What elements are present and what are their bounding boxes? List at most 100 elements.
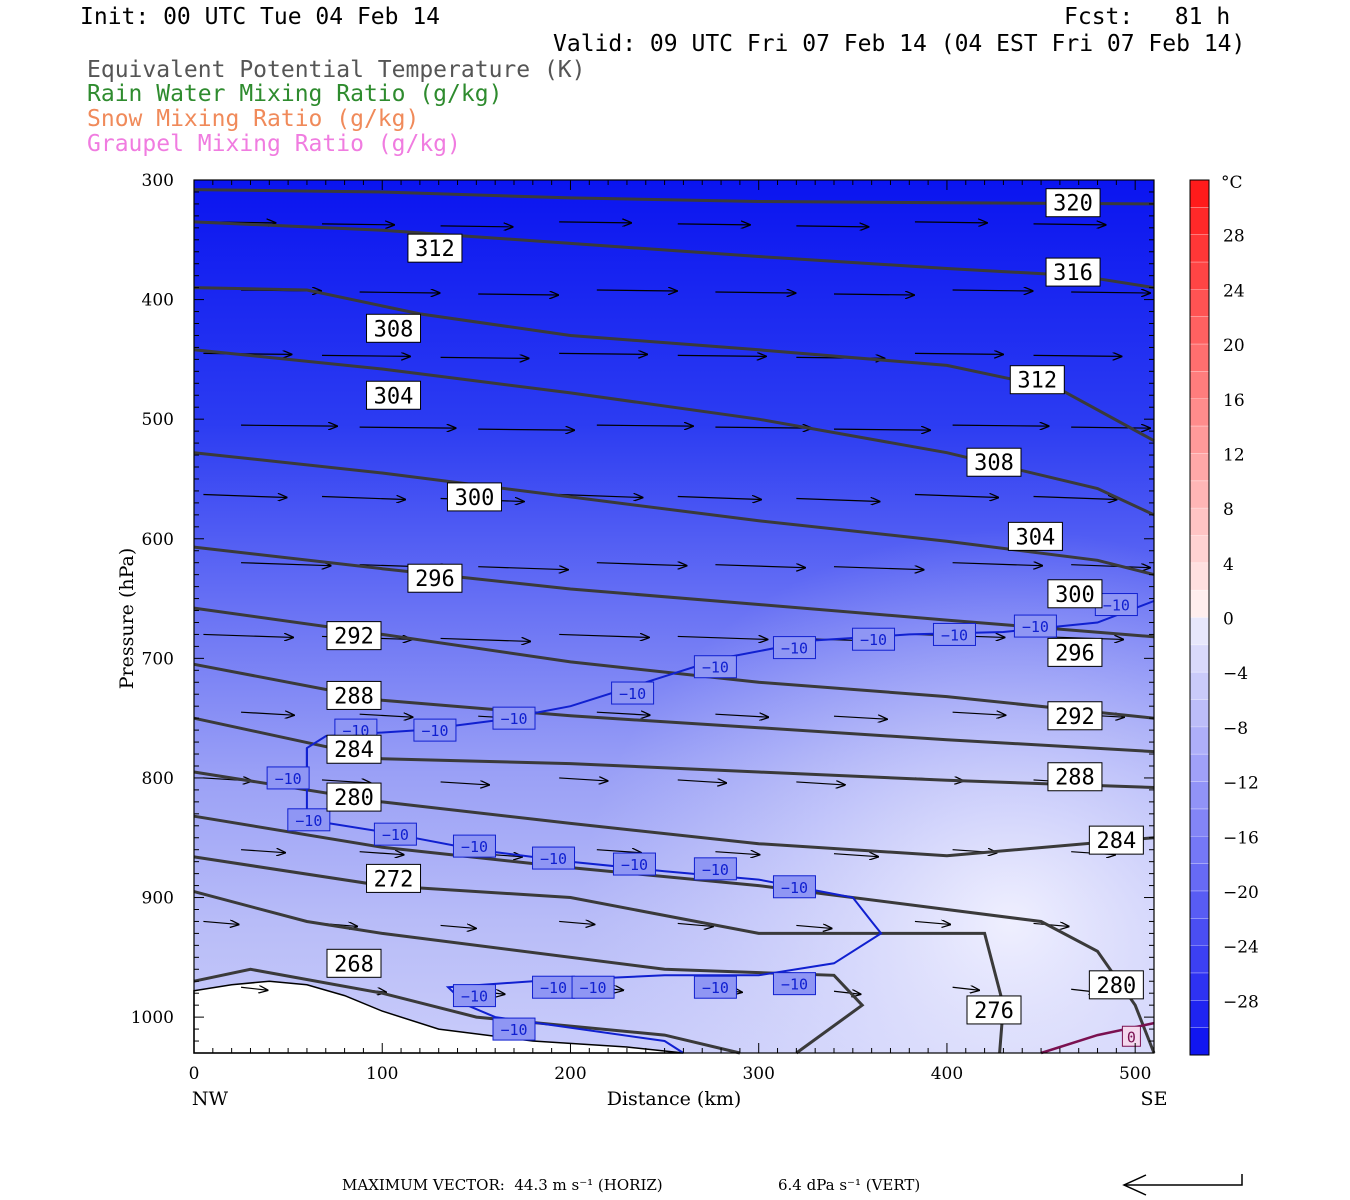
wind-arrow (833, 991, 860, 994)
isotherm-label-box (772, 972, 816, 996)
isotherm-label-box (932, 622, 976, 646)
colorbar-segment (1190, 344, 1209, 372)
isotherm-minus10-label: −10 (1022, 618, 1049, 636)
wind-arrow (1033, 923, 1069, 926)
wind-arrow (203, 634, 293, 637)
theta-e-label-box (366, 863, 422, 893)
isotherm-minus10-label: −10 (540, 979, 567, 997)
wind-arrow (952, 712, 1006, 715)
colorbar-segment (1190, 234, 1209, 263)
colorbar-segment (1190, 371, 1209, 400)
theta-e-label-box (1088, 825, 1144, 855)
wind-arrow (952, 290, 1033, 291)
wind-arrow (478, 567, 568, 570)
theta-e-label-box (1045, 188, 1101, 218)
colorbar-segment (1190, 508, 1209, 536)
legend-theta-e: Equivalent Potential Temperature (K) (87, 57, 586, 83)
isotherm-label-box (852, 627, 896, 651)
wind-arrow (677, 224, 750, 225)
theta-e-label: 284 (334, 738, 374, 763)
y-axis-label: Pressure (hPa) (116, 548, 138, 690)
wind-arrow (1033, 355, 1122, 356)
y-tick-label: 1000 (131, 1008, 174, 1028)
colorbar-segment (1190, 808, 1209, 837)
theta-e-label: 312 (415, 237, 455, 262)
theta-e-label-box (1007, 521, 1063, 551)
colorbar (1190, 179, 1209, 1056)
isotherm-minus10-label: −10 (500, 1021, 527, 1039)
wind-arrow (359, 292, 440, 293)
theta-e-label: 288 (334, 684, 374, 709)
y-tick-label: 500 (142, 410, 174, 430)
isotherm-label-box (373, 822, 417, 846)
colorbar-tick-label: 12 (1223, 445, 1245, 465)
wind-arrow (559, 353, 647, 354)
axis-ticks (193, 179, 1155, 1054)
isotherm-minus10-label: −10 (860, 631, 887, 649)
warm-region-fill (194, 180, 1154, 1053)
wind-arrow (1071, 427, 1150, 428)
theta-e-label: 284 (1096, 829, 1136, 854)
theta-e-label: 312 (1017, 369, 1057, 394)
wind-arrow (596, 425, 693, 426)
theta-e-label-box (1088, 970, 1144, 1000)
theta-e-label: 288 (1055, 766, 1095, 791)
colorbar-segment (1190, 945, 1209, 974)
isotherm-minus10-label: −10 (781, 879, 808, 897)
theta-e-label: 304 (1016, 525, 1056, 550)
colorbar-segment (1190, 617, 1209, 646)
wind-arrow (241, 425, 337, 426)
theta-e-label-box (407, 233, 463, 263)
theta-e-label: 292 (1055, 705, 1095, 730)
wind-arrow (677, 780, 726, 783)
theta-e-label: 272 (374, 867, 414, 892)
wind-arrow (241, 563, 331, 566)
theta-e-label: 308 (974, 451, 1014, 476)
isotherm-label-box (452, 984, 496, 1008)
colorbar-segment (1190, 207, 1209, 236)
theta-e-label-box (1047, 579, 1103, 609)
wind-arrow (440, 357, 529, 358)
isotherm-label-box (266, 766, 310, 790)
colorbar-segment (1190, 972, 1209, 1001)
isotherm-minus10-label: −10 (781, 640, 808, 658)
theta-e-label-box (1045, 257, 1101, 287)
wind-arrow (677, 355, 766, 356)
wind-arrow (677, 636, 768, 639)
colorbar-segment (1190, 918, 1209, 947)
x-tick-label: 200 (554, 1064, 586, 1084)
theta-e-contour-300 (193, 545, 1155, 639)
theta-e-contour-320 (193, 188, 1155, 206)
wind-arrow (241, 850, 285, 853)
theta-e-label-box (326, 734, 382, 764)
colorbar-tick-label: −24 (1223, 938, 1259, 958)
wind-arrow (796, 782, 844, 785)
wind-arrow (559, 634, 649, 637)
reference-vector (1124, 1174, 1243, 1186)
theta-e-label-box (366, 313, 422, 343)
reference-vector-head (1122, 1174, 1147, 1196)
theta-e-label-box (326, 948, 382, 978)
isotherm-minus10-label: −10 (781, 976, 808, 994)
y-tick-label: 600 (142, 530, 174, 550)
x-tick-label: 400 (931, 1064, 963, 1084)
isotherm-minus10-label: −10 (1103, 597, 1130, 615)
x-tick-label: 0 (189, 1064, 200, 1084)
wind-arrow (321, 224, 394, 225)
wind-arrow (440, 226, 513, 227)
colorbar-segment (1190, 726, 1209, 755)
isotherm-minus10-label: −10 (702, 659, 729, 677)
theta-e-label-box (326, 782, 382, 812)
isotherm-minus10-label: −10 (702, 861, 729, 879)
y-tick-label: 300 (142, 171, 174, 191)
colorbar-segment (1190, 180, 1209, 208)
isotherm-minus10-label: −10 (295, 812, 322, 830)
theta-e-label-box (326, 621, 382, 651)
colorbar-segment (1190, 1000, 1209, 1029)
wind-arrow (715, 292, 795, 293)
vert-vector-label: 6.4 dPa s⁻¹ (VERT) (778, 1176, 921, 1194)
isotherm-label-box (452, 834, 496, 858)
wind-arrow (914, 222, 987, 223)
colorbar-segment (1190, 480, 1209, 509)
colorbar-segment (1190, 1027, 1209, 1056)
